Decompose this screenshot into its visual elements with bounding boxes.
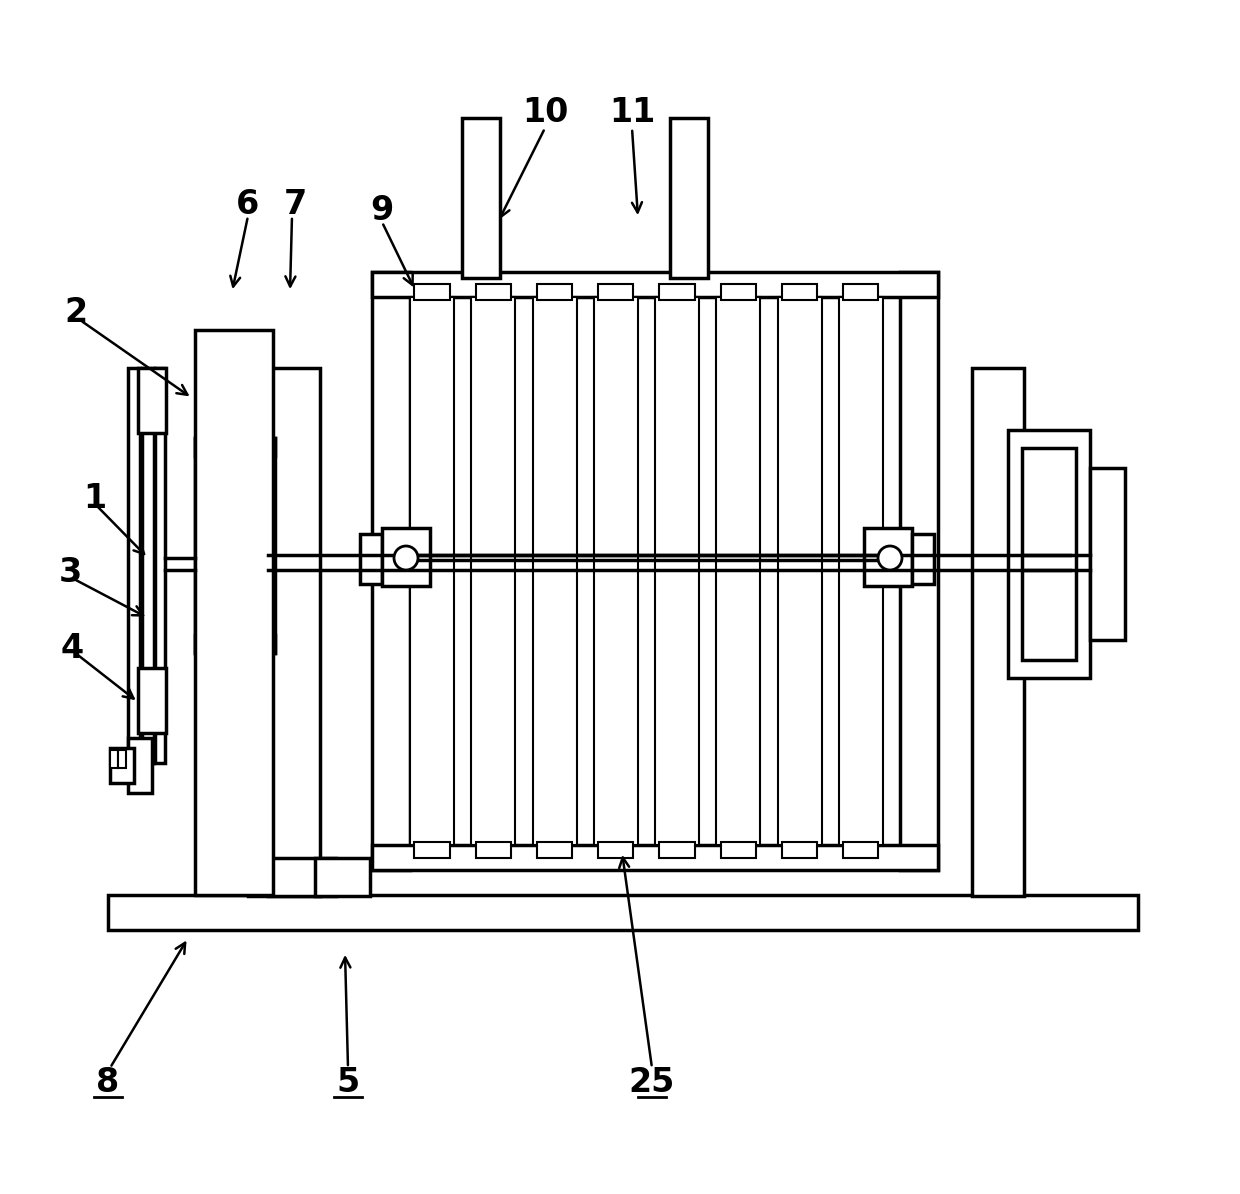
Bar xyxy=(118,750,126,768)
Bar xyxy=(414,842,450,858)
Bar xyxy=(382,528,430,586)
Bar xyxy=(843,842,878,858)
Bar xyxy=(372,272,410,870)
Text: 7: 7 xyxy=(284,187,306,221)
Bar xyxy=(155,368,165,763)
Bar xyxy=(717,297,760,845)
Text: 2: 2 xyxy=(64,295,88,328)
Text: 25: 25 xyxy=(629,1065,676,1098)
Text: 3: 3 xyxy=(58,555,82,589)
Bar xyxy=(128,368,140,763)
Bar xyxy=(532,297,577,845)
Bar xyxy=(476,842,511,858)
Bar xyxy=(138,368,166,433)
Bar xyxy=(911,534,934,584)
Bar xyxy=(110,747,134,783)
Text: 6: 6 xyxy=(237,187,259,221)
Bar xyxy=(843,284,878,300)
Bar xyxy=(110,750,118,768)
Bar xyxy=(414,284,450,300)
Bar xyxy=(594,297,637,845)
Bar xyxy=(108,896,1138,930)
Bar xyxy=(268,368,320,896)
Text: 10: 10 xyxy=(522,96,568,129)
Circle shape xyxy=(394,546,418,570)
Bar xyxy=(782,284,817,300)
Text: 5: 5 xyxy=(336,1065,360,1098)
Bar xyxy=(128,738,153,793)
Bar xyxy=(1090,468,1125,640)
Bar xyxy=(248,858,336,896)
Bar xyxy=(838,297,883,845)
Bar xyxy=(598,284,634,300)
Text: 8: 8 xyxy=(97,1065,119,1098)
Bar xyxy=(195,635,275,653)
Bar xyxy=(1008,430,1090,678)
Bar xyxy=(315,858,370,896)
Bar xyxy=(372,845,937,870)
Bar xyxy=(471,297,516,845)
Bar xyxy=(143,368,154,763)
Bar xyxy=(195,438,275,653)
Bar xyxy=(660,842,694,858)
Text: 11: 11 xyxy=(609,96,655,129)
Bar xyxy=(360,534,382,584)
Bar xyxy=(670,118,708,278)
Bar xyxy=(777,297,822,845)
Bar xyxy=(195,330,273,896)
Bar xyxy=(655,297,699,845)
Bar xyxy=(1022,448,1076,660)
Bar xyxy=(195,438,275,456)
Bar xyxy=(372,272,937,297)
Bar xyxy=(720,842,756,858)
Bar xyxy=(972,368,1024,896)
Bar xyxy=(864,528,911,586)
Bar xyxy=(537,284,572,300)
Bar xyxy=(138,667,166,733)
Bar xyxy=(463,118,500,278)
Bar xyxy=(598,842,634,858)
Text: 4: 4 xyxy=(61,632,83,665)
Circle shape xyxy=(878,546,901,570)
Text: 9: 9 xyxy=(371,193,393,227)
Bar xyxy=(537,842,572,858)
Bar xyxy=(476,284,511,300)
Bar xyxy=(900,272,937,870)
Bar xyxy=(720,284,756,300)
Bar xyxy=(410,297,454,845)
Bar xyxy=(782,842,817,858)
Bar xyxy=(660,284,694,300)
Text: 1: 1 xyxy=(83,481,107,515)
